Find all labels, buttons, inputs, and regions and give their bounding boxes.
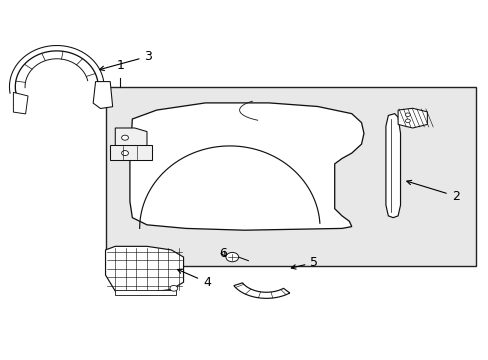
PathPatch shape [93,82,112,108]
PathPatch shape [115,290,176,295]
Circle shape [122,150,128,156]
PathPatch shape [110,145,152,160]
Text: 2: 2 [406,180,459,203]
PathPatch shape [13,93,28,114]
PathPatch shape [130,103,363,230]
PathPatch shape [233,283,289,298]
Circle shape [225,252,238,262]
PathPatch shape [115,128,147,149]
Text: 3: 3 [100,50,152,71]
PathPatch shape [397,108,427,128]
Circle shape [169,285,177,291]
Text: 4: 4 [177,269,210,289]
Circle shape [405,119,409,123]
Circle shape [405,113,409,117]
Text: 6: 6 [219,247,227,260]
PathPatch shape [105,246,183,293]
Text: 5: 5 [291,256,318,269]
Circle shape [122,135,128,140]
PathPatch shape [385,114,400,218]
Text: 1: 1 [116,59,124,72]
Bar [105,87,475,266]
